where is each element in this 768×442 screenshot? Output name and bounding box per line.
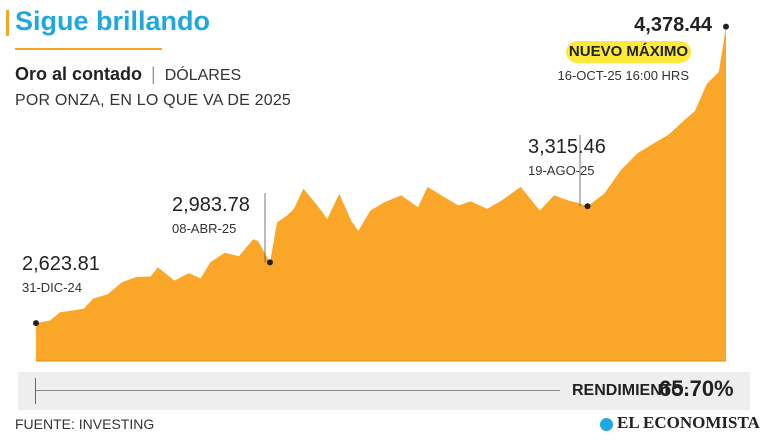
subtitle-separator: | [151, 64, 156, 84]
annotation-date: 16-OCT-25 16:00 HRS [557, 68, 689, 83]
annotation-date: 31-DIC-24 [22, 280, 82, 295]
subtitle-line2: POR ONZA, EN LO QUE VA DE 2025 [15, 92, 292, 109]
performance-bar [18, 372, 750, 410]
annotation-date: 19-AGO-25 [528, 163, 594, 178]
source-note: FUENTE: INVESTING [15, 416, 155, 432]
subtitle-main: Oro al contado [15, 64, 143, 84]
annotation-value: 2,623.81 [22, 253, 100, 275]
annotation-value: 4,378.44 [634, 14, 713, 36]
annotation-point [723, 23, 729, 30]
performance-label: RENDIMIENTO: [572, 382, 690, 399]
annotation-value: 2,983.78 [172, 194, 250, 216]
performance-value: 65.70% [659, 376, 734, 401]
annotation-point [33, 320, 39, 327]
annotation-value: 3,315.46 [528, 136, 606, 158]
annotation-point [266, 259, 273, 266]
brand-logo: EL ECONOMISTA [617, 413, 760, 432]
new-high-badge-text: NUEVO MÁXIMO [568, 43, 689, 60]
title-underline [15, 48, 162, 50]
price-area [36, 26, 726, 361]
performance-start-tick [35, 378, 36, 404]
performance-line [36, 390, 560, 391]
subtitle-unit: DÓLARES [164, 67, 242, 84]
new-high-badge [566, 41, 691, 63]
title-accent-bar [6, 10, 9, 36]
brand-logo-icon [600, 418, 613, 431]
annotation-point [584, 203, 591, 210]
page-title: Sigue brillando [15, 6, 211, 36]
chart-subtitle: Oro al contado | DÓLARES [15, 63, 241, 87]
annotation-date: 08-ABR-25 [172, 221, 236, 236]
